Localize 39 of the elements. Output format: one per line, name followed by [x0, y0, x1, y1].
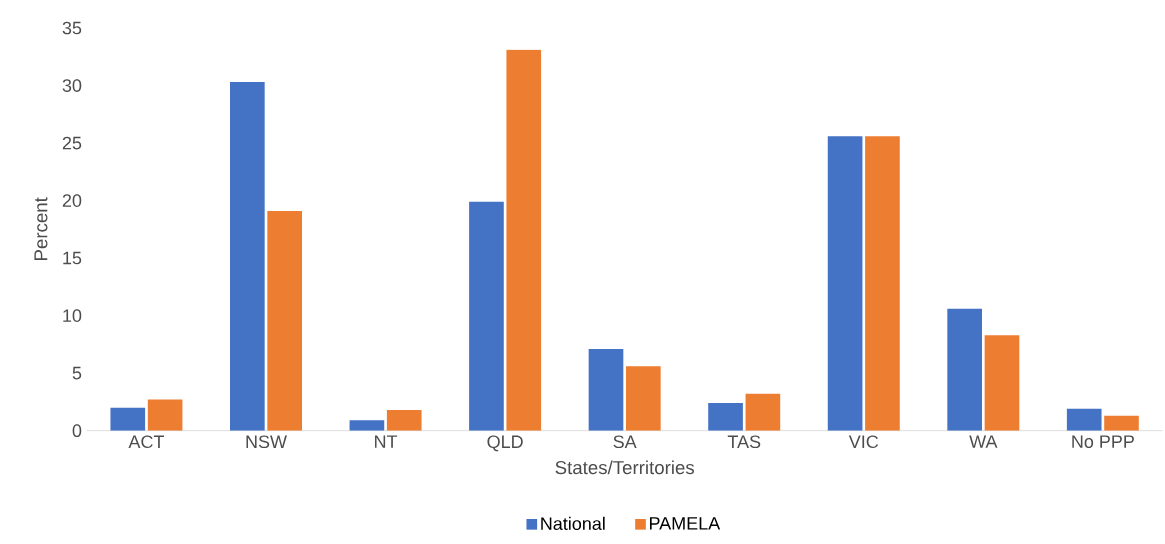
y-tick-label: 10	[63, 309, 82, 322]
y-tick-label: 35	[62, 21, 82, 35]
bar	[506, 49, 542, 431]
bar	[827, 136, 863, 431]
x-tick-label: ACT	[128, 435, 165, 449]
bar	[626, 366, 661, 431]
x-tick-label: TAS	[727, 435, 761, 449]
y-tick-label: 25	[62, 136, 82, 150]
y-tick-label: 0	[72, 424, 82, 438]
bar	[745, 393, 781, 431]
bar	[267, 210, 302, 431]
y-tick-label: 15	[63, 251, 82, 265]
bar	[469, 201, 504, 431]
bar	[230, 82, 265, 431]
legend-label: PAMELA	[649, 517, 721, 530]
bar	[947, 308, 982, 431]
y-tick-label: 20	[62, 194, 82, 207]
x-axis-title: States/Territories	[555, 460, 695, 475]
x-tick-label: SA	[613, 435, 637, 449]
bar	[110, 407, 146, 431]
x-tick-label: No PPP	[1072, 435, 1134, 448]
bar	[588, 348, 624, 431]
bar	[147, 399, 183, 431]
y-tick-label: 30	[62, 79, 82, 92]
x-tick-label: VIC	[848, 435, 879, 449]
bar	[984, 335, 1020, 431]
bar	[386, 409, 422, 431]
bar	[349, 420, 385, 431]
y-axis-title: Percent	[34, 197, 48, 260]
bar	[1066, 408, 1102, 431]
x-tick-label: NT	[375, 435, 398, 448]
bar	[865, 136, 900, 431]
x-tick-label: WA	[969, 435, 998, 448]
x-tick-label: NSW	[246, 435, 287, 449]
bar	[1104, 415, 1139, 431]
x-tick-label: QLD	[487, 435, 523, 452]
legend-label: National	[541, 516, 605, 531]
bar	[708, 403, 743, 431]
y-tick-label: 5	[72, 366, 82, 380]
